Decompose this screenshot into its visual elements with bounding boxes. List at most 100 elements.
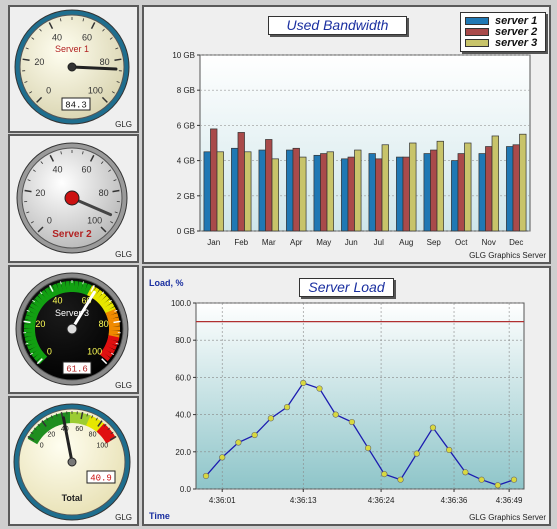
gauge-panel-server1: 0 20 40 60 80 100 Server 1 84.3 GLG bbox=[8, 5, 139, 133]
gauge-needle bbox=[61, 416, 74, 464]
server-load-chart-panel: 0.0 20.0 40.0 60.0 80.0 100.0 4:36:01 4:36:13 4:… bbox=[142, 266, 551, 526]
load-series-line bbox=[205, 382, 515, 486]
gauge-color-band bbox=[83, 283, 92, 296]
gauge-tick bbox=[110, 431, 114, 435]
data-point bbox=[494, 482, 501, 489]
x-tick-label: Jan bbox=[207, 238, 220, 247]
gauge-tick-label: 60 bbox=[75, 426, 83, 433]
y-tick-label: 20.0 bbox=[175, 448, 191, 457]
legend-swatch bbox=[465, 27, 489, 36]
gauge-tick bbox=[114, 211, 118, 214]
bar bbox=[326, 151, 334, 232]
gauge-tick bbox=[33, 427, 37, 431]
gauge-tick bbox=[113, 179, 117, 182]
gauge-server2: 0 20 40 60 80 100 Server 2 bbox=[16, 142, 128, 254]
gauge-tick-label: 60 bbox=[82, 164, 92, 174]
gauge-tick bbox=[39, 291, 43, 295]
gauge-color-band bbox=[29, 302, 42, 312]
gauge-tick bbox=[114, 58, 122, 62]
bar bbox=[347, 156, 355, 232]
server-load-credit: GLG Graphics Server bbox=[469, 513, 546, 522]
gauge-tick bbox=[97, 420, 103, 427]
gauge-tick bbox=[86, 413, 89, 417]
bar bbox=[286, 149, 294, 232]
server-load-chart-title: Server Load bbox=[299, 278, 394, 297]
gauge-tick bbox=[110, 221, 114, 224]
gauge-value: 61.6 bbox=[66, 365, 88, 375]
gauge-color-band bbox=[102, 302, 115, 312]
x-tick-label: 4:36:49 bbox=[496, 496, 523, 505]
data-point bbox=[429, 424, 437, 431]
gauge-tick-label: 100 bbox=[87, 347, 102, 357]
bar bbox=[436, 140, 444, 232]
x-tick-label: Nov bbox=[482, 238, 496, 247]
gauge-tick bbox=[29, 91, 33, 94]
x-tick-label: May bbox=[316, 238, 331, 247]
gauge-tick bbox=[111, 91, 115, 94]
gauge-value-box bbox=[61, 97, 91, 111]
gauge-tick bbox=[114, 309, 118, 312]
bandwidth-chart-panel: 0 GB 2 GB 4 GB 6 GB 8 GB 10 GB Jan Feb Mar Apr May… bbox=[142, 5, 551, 264]
gauge-tick bbox=[113, 320, 121, 324]
gauge-tick-label: 80 bbox=[99, 188, 109, 198]
gauge-label: Total bbox=[62, 493, 83, 503]
data-point bbox=[397, 476, 404, 483]
gauge-label: Server 1 bbox=[55, 44, 89, 54]
bar bbox=[341, 158, 349, 232]
server-load-ylabel: Load, % bbox=[149, 278, 184, 288]
gauge-tick bbox=[37, 226, 44, 233]
gauge-tick bbox=[50, 415, 53, 419]
bar bbox=[381, 144, 389, 232]
gauge-color-band bbox=[105, 341, 117, 350]
gauge-tick bbox=[26, 309, 30, 312]
bar bbox=[258, 149, 266, 232]
gauge-color-band bbox=[52, 283, 61, 296]
gauge-value: 40.9 bbox=[90, 474, 112, 484]
gauge-needle bbox=[70, 290, 96, 331]
data-point bbox=[300, 379, 307, 387]
gauge-tick bbox=[89, 154, 95, 162]
gauge-tick bbox=[111, 352, 114, 355]
bar bbox=[409, 142, 417, 232]
gauge-tick bbox=[30, 221, 34, 224]
gauge-color-band bbox=[103, 345, 116, 354]
gauge-color-band bbox=[56, 282, 64, 295]
gauge-tick bbox=[55, 413, 58, 417]
gauge-tick bbox=[23, 320, 31, 324]
bar bbox=[457, 153, 465, 232]
x-tick-label: Oct bbox=[455, 238, 468, 247]
x-tick-label: 4:36:01 bbox=[209, 496, 236, 505]
gauge-color-band bbox=[106, 312, 119, 321]
gauge-tick bbox=[102, 28, 105, 32]
gauge-caption: GLG bbox=[115, 250, 132, 259]
gauge-tick bbox=[107, 427, 111, 431]
bar bbox=[231, 147, 239, 232]
gauge-tick bbox=[30, 352, 33, 355]
gauge-color-band bbox=[31, 348, 43, 358]
y-tick-label: 4 GB bbox=[177, 157, 195, 166]
gauge-tick-label: 0 bbox=[47, 216, 52, 226]
legend-item-server1: server 1 bbox=[465, 15, 541, 27]
bar bbox=[368, 153, 376, 232]
gauge-server1: 0 20 40 60 80 100 Server 1 84.3 bbox=[14, 9, 130, 125]
bar bbox=[478, 153, 486, 232]
gauge-tick bbox=[60, 151, 62, 155]
gauge-color-band bbox=[41, 289, 51, 301]
gauge-panel-server2: 0 20 40 60 80 100 Server 2 GLG bbox=[8, 134, 139, 263]
bar bbox=[402, 156, 410, 232]
x-tick-label: 4:36:36 bbox=[441, 496, 468, 505]
gauge-hub bbox=[66, 323, 78, 335]
gauge-tick bbox=[109, 37, 113, 40]
gauge-value: 84.3 bbox=[65, 101, 87, 111]
bar bbox=[203, 151, 211, 232]
gauge-color-band bbox=[61, 281, 68, 294]
gauge-tick bbox=[27, 435, 35, 441]
gauge-tick bbox=[109, 435, 117, 441]
gauge-tick bbox=[48, 22, 54, 30]
data-point bbox=[283, 404, 291, 411]
gauge-tick-label: 100 bbox=[87, 216, 102, 226]
y-tick-label: 2 GB bbox=[177, 192, 195, 201]
gauge-tick bbox=[108, 299, 112, 303]
gauge-color-band bbox=[95, 292, 107, 304]
bar bbox=[265, 139, 273, 232]
